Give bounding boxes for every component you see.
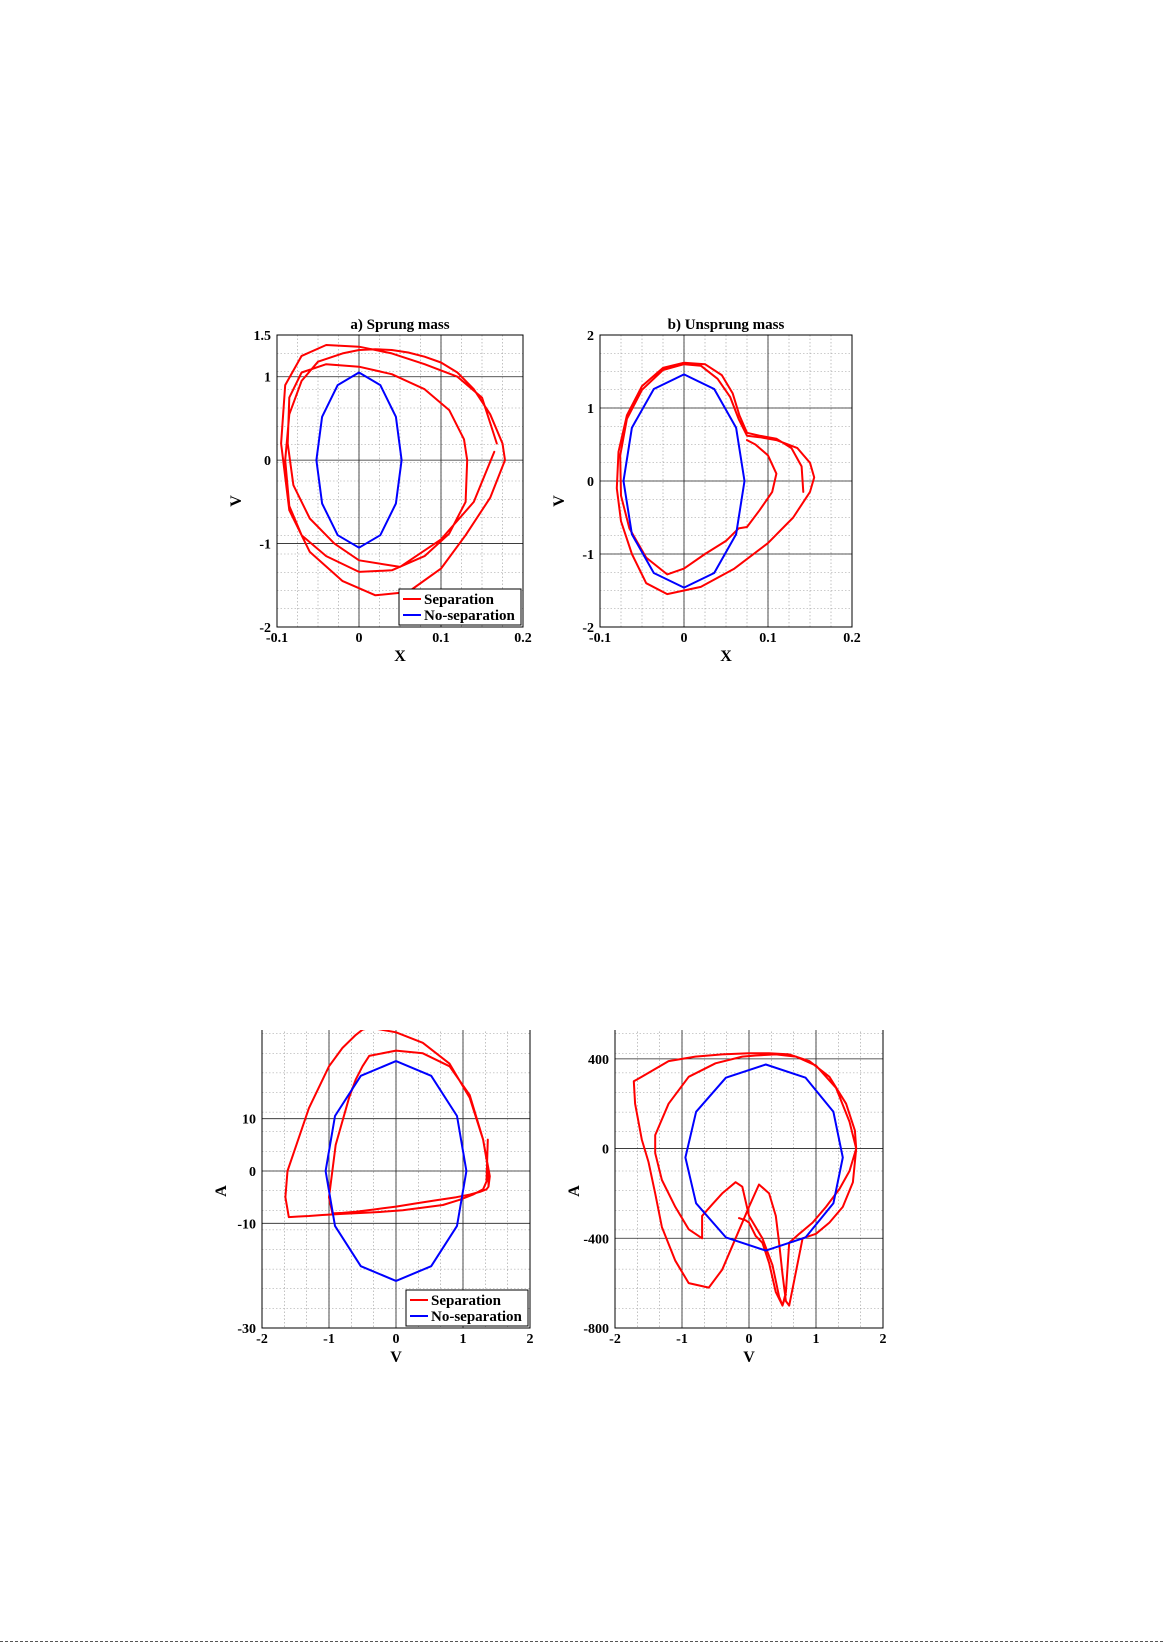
- x-tick-label: 1: [813, 1332, 820, 1347]
- legend-box: [405, 1289, 529, 1327]
- y-tick-label: 1.5: [254, 329, 272, 344]
- chart-title: a) Sprung mass: [350, 317, 449, 333]
- y-axis-label: V: [228, 495, 245, 507]
- series-line-no-separation: [622, 373, 746, 589]
- series-line-separation: [280, 344, 506, 597]
- x-tick-label: -2: [256, 1332, 268, 1347]
- x-tick-label: 0: [393, 1332, 400, 1347]
- x-tick-label: 2: [880, 1332, 887, 1347]
- series-line-no-separation: [315, 371, 403, 549]
- x-axis-label: V: [743, 1349, 755, 1366]
- panel-sprung-x-v: -0.1 0 0.1 0.2 -2 -1 0 1 1.5 a) Sprung mass X V Sepa…: [228, 317, 532, 665]
- y-axis-label: A: [213, 1185, 230, 1197]
- x-tick-label: 0.1: [759, 631, 777, 646]
- axes-frame: [599, 334, 853, 628]
- y-tick-label: 0: [587, 475, 594, 490]
- x-tick-label: 0: [746, 1332, 753, 1347]
- x-tick-label: -0.1: [589, 631, 611, 646]
- x-axis-label: V: [390, 1349, 402, 1366]
- y-tick-label: 400: [588, 1053, 609, 1068]
- series-line-separation: [284, 1027, 491, 1219]
- axes-frame: [276, 334, 524, 628]
- y-tick-label: 0: [249, 1165, 256, 1180]
- x-tick-label: 0.2: [514, 631, 532, 646]
- x-tick-label: -1: [323, 1332, 335, 1347]
- x-tick-label: -1: [676, 1332, 688, 1347]
- y-tick-label: 10: [242, 1113, 256, 1128]
- x-tick-label: 0.2: [843, 631, 861, 646]
- y-tick-label: -800: [583, 1322, 609, 1337]
- y-tick-label: -1: [582, 548, 594, 563]
- series-line-no-separation: [684, 1063, 844, 1252]
- legend-label: No-separation: [424, 608, 515, 624]
- legend-label: No-separation: [431, 1309, 522, 1325]
- y-tick-label: 2: [587, 329, 594, 344]
- x-tick-label: 0: [356, 631, 363, 646]
- x-tick-label: -0.1: [266, 631, 288, 646]
- legend-box: [398, 588, 522, 626]
- x-tick-label: -2: [609, 1332, 621, 1347]
- series-line-no-separation: [324, 1060, 468, 1282]
- figure-row-1: -0.1 0 0.1 0.2 -2 -1 0 1 1.5 a) Sprung mass X V Sepa…: [0, 300, 1163, 720]
- y-tick-label: -400: [583, 1232, 609, 1247]
- figure-svg-1: -0.1 0 0.1 0.2 -2 -1 0 1 1.5 a) Sprung mass X V Sepa…: [228, 317, 861, 665]
- y-tick-label: 0: [264, 454, 271, 469]
- y-tick-label: -2: [259, 621, 271, 636]
- x-axis-label: X: [394, 648, 406, 665]
- y-tick-label: -2: [582, 621, 594, 636]
- series-line-separation: [632, 1052, 858, 1307]
- series-line-separation: [615, 361, 816, 596]
- x-tick-label: 2: [527, 1332, 534, 1347]
- y-tick-label: 1: [264, 371, 271, 386]
- x-tick-label: 0: [681, 631, 688, 646]
- y-tick-label: -10: [237, 1217, 256, 1232]
- y-tick-label: -1: [259, 538, 271, 553]
- legend-label: Separation: [431, 1293, 502, 1309]
- y-tick-label: -30: [237, 1322, 256, 1337]
- y-axis-label: V: [551, 495, 568, 507]
- y-tick-label: 1: [587, 402, 594, 417]
- x-tick-label: 0.1: [432, 631, 450, 646]
- y-tick-label: 0: [602, 1143, 609, 1158]
- y-axis-label: A: [566, 1185, 583, 1197]
- panel-unsprung-x-v: -0.1 0 0.1 0.2 -2 -1 0 1 2 b) Unsprung mass X V: [551, 317, 861, 665]
- x-tick-label: 1: [460, 1332, 467, 1347]
- chart-title: b) Unsprung mass: [668, 317, 785, 333]
- x-axis-label: X: [720, 648, 732, 665]
- legend-label: Separation: [424, 592, 495, 608]
- page-bottom-rule: [0, 1641, 1163, 1642]
